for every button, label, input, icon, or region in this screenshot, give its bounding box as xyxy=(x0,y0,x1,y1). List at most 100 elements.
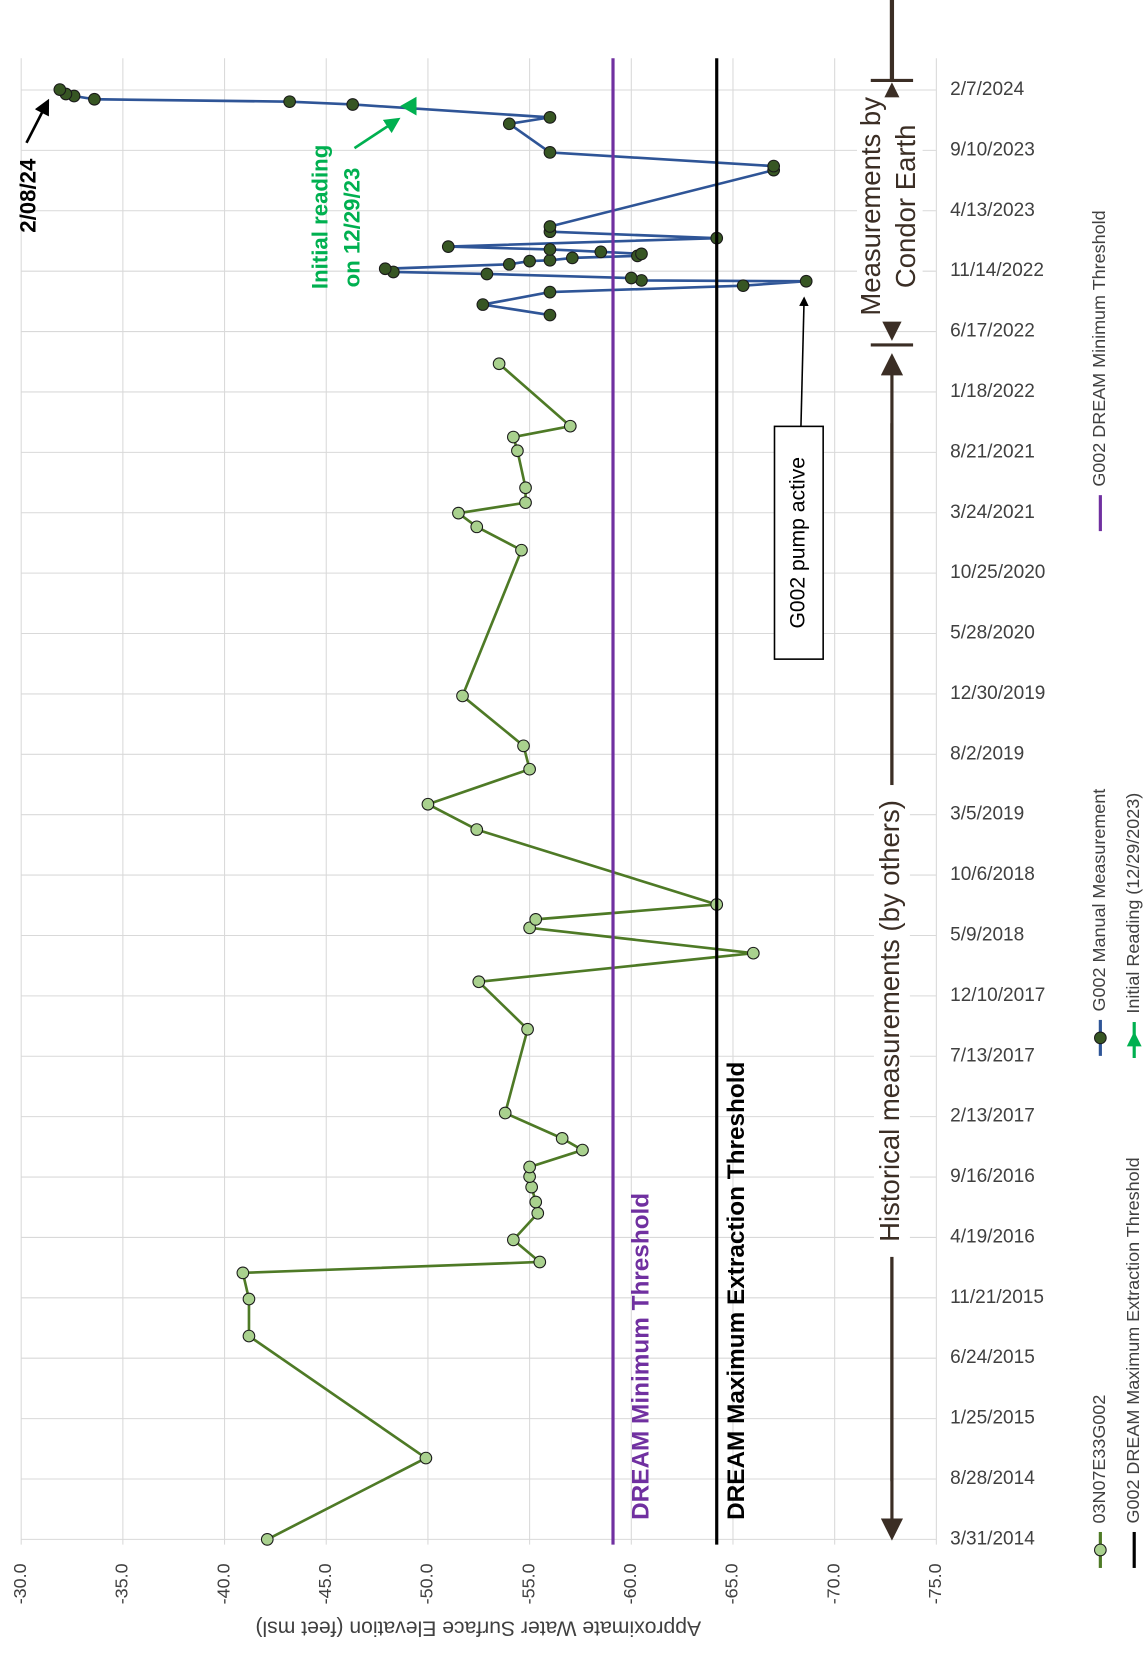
data-point xyxy=(507,430,520,444)
data-point xyxy=(260,1533,274,1546)
data-point xyxy=(736,279,750,293)
data-point xyxy=(470,823,484,836)
data-point xyxy=(498,1106,512,1120)
data-point xyxy=(531,1206,545,1220)
plot xyxy=(53,58,813,1546)
y-tick-label: -55.0 xyxy=(518,1563,538,1604)
data-point xyxy=(519,481,532,495)
data-point xyxy=(242,1329,256,1343)
data-point xyxy=(563,419,577,433)
legend-label: G002 DREAM Maximum Extraction Threshold xyxy=(1123,1157,1143,1523)
x-tick-label: 10/6/2018 xyxy=(950,864,1035,885)
y-tick-label: -70.0 xyxy=(823,1563,843,1604)
y-tick-label: -50.0 xyxy=(417,1563,437,1604)
legend-marker xyxy=(1094,1543,1107,1557)
x-tick-label: 8/21/2021 xyxy=(950,441,1035,462)
y-tick-label: -60.0 xyxy=(620,1563,640,1604)
data-point xyxy=(517,739,530,753)
data-point xyxy=(767,159,781,173)
data-point xyxy=(799,274,813,288)
x-tick-label: 1/18/2022 xyxy=(950,381,1035,402)
y-axis-title: Approximate Water Surface Elevation (fee… xyxy=(255,1617,701,1640)
data-point xyxy=(594,245,608,259)
data-point xyxy=(421,797,435,811)
data-point xyxy=(565,251,579,265)
data-point xyxy=(502,257,516,271)
legend-label: G002 Manual Measurement xyxy=(1089,789,1109,1012)
data-point xyxy=(543,146,557,159)
data-point xyxy=(555,1132,569,1145)
data-point xyxy=(543,253,557,267)
label-bg xyxy=(873,785,910,1257)
x-tick-label: 11/21/2015 xyxy=(950,1287,1044,1308)
data-point xyxy=(529,913,543,926)
data-point xyxy=(378,262,392,276)
x-tick-label: 5/28/2020 xyxy=(950,623,1035,644)
condor-label: Measurements by xyxy=(855,97,886,316)
annotations: Historical measurements (by others) Meas… xyxy=(16,0,923,1640)
legend-label: G002 DREAM Minimum Threshold xyxy=(1089,210,1109,486)
latest-arrow xyxy=(25,98,50,144)
data-point xyxy=(521,1022,534,1036)
min-threshold-label: DREAM Minimum Threshold xyxy=(628,1193,655,1520)
y-tick-label: -40.0 xyxy=(213,1563,233,1604)
data-point xyxy=(472,975,486,989)
initial-label: Initial reading xyxy=(308,145,333,289)
series-line xyxy=(59,88,808,317)
data-point xyxy=(400,96,417,116)
x-tick-label: 2/7/2024 xyxy=(950,79,1024,100)
condor-label: Condor Earth xyxy=(890,125,921,289)
data-point xyxy=(470,520,484,534)
data-point xyxy=(480,267,494,281)
x-tick-label: 5/9/2018 xyxy=(950,925,1024,946)
y-tick-label: -35.0 xyxy=(112,1563,132,1604)
data-point xyxy=(53,83,67,96)
data-point xyxy=(635,247,648,261)
data-point xyxy=(502,117,516,131)
x-tick-label: 6/24/2015 xyxy=(950,1347,1035,1368)
data-point xyxy=(523,254,536,268)
x-tick-label: 11/14/2022 xyxy=(950,260,1044,281)
data-point xyxy=(507,1233,520,1247)
data-point xyxy=(441,240,455,253)
data-point xyxy=(283,95,296,109)
pump-box xyxy=(773,425,824,660)
data-point xyxy=(746,946,760,960)
y-tick-label: -65.0 xyxy=(722,1563,742,1604)
data-point xyxy=(419,1451,433,1465)
pump-label: G002 pump active xyxy=(786,457,809,629)
data-point xyxy=(242,1292,256,1306)
data-point xyxy=(452,506,465,520)
legend-marker xyxy=(1094,1031,1107,1045)
x-tick-label: 2/13/2017 xyxy=(950,1106,1035,1127)
data-point xyxy=(492,357,506,371)
x-tick-label: 12/30/2019 xyxy=(950,683,1045,704)
data-point xyxy=(456,689,469,703)
x-tick-label: 8/28/2014 xyxy=(950,1468,1035,1489)
x-tick-label: 7/13/2017 xyxy=(950,1045,1035,1066)
series-line xyxy=(241,362,755,1541)
label-bg xyxy=(857,97,923,322)
x-tick-label: 12/10/2017 xyxy=(950,985,1045,1006)
data-point xyxy=(576,1143,589,1157)
legend-marker xyxy=(1126,1031,1142,1047)
x-tick-label: 4/19/2016 xyxy=(950,1226,1035,1247)
legend-label: 03N07E33G002 xyxy=(1089,1395,1109,1524)
data-point xyxy=(88,92,101,106)
x-tick-label: 3/24/2021 xyxy=(950,502,1035,523)
pump-arrow xyxy=(799,296,809,427)
data-point xyxy=(543,285,557,299)
data-point xyxy=(529,1195,543,1209)
data-point xyxy=(511,444,524,458)
historical-label: Historical measurements (by others) xyxy=(874,800,905,1242)
data-point xyxy=(523,921,536,935)
data-point xyxy=(624,271,638,285)
y-tick-label: -30.0 xyxy=(10,1563,30,1604)
x-tick-label: 9/10/2023 xyxy=(950,139,1035,160)
latest-label: 2/08/24 xyxy=(16,158,41,233)
data-point xyxy=(543,243,557,256)
data-point xyxy=(519,496,532,510)
y-tick-label: -75.0 xyxy=(925,1563,945,1604)
data-point xyxy=(533,1255,547,1269)
